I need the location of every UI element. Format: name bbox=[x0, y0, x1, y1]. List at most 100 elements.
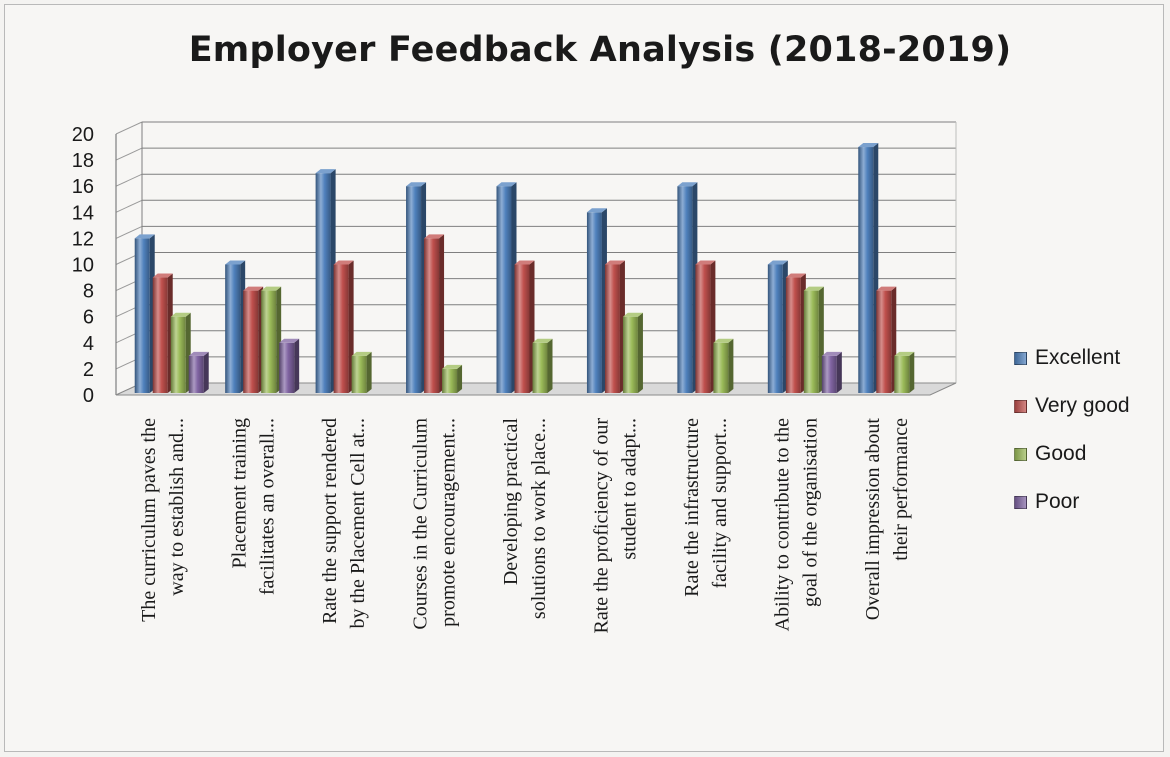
bar-very-good bbox=[604, 264, 620, 393]
x-category-label: Courses in the Curriculum promote encoura… bbox=[410, 418, 460, 630]
y-tick-label: 18 bbox=[72, 150, 94, 172]
x-category-label-line: goal of the organisation bbox=[799, 418, 821, 607]
bar-top bbox=[170, 312, 191, 317]
side-gridline bbox=[115, 121, 143, 135]
bar-side bbox=[728, 338, 734, 393]
bar-top bbox=[894, 351, 915, 356]
x-category-label-line: way to establish and... bbox=[166, 418, 188, 596]
legend-label: Poor bbox=[1035, 490, 1080, 513]
x-category-label-line: by the Placement Cell at... bbox=[347, 418, 369, 629]
legend-item: Good bbox=[1014, 430, 1130, 478]
bar-good bbox=[532, 342, 548, 393]
x-category-label: The curriculum paves the way to establish… bbox=[138, 418, 188, 622]
bar-top bbox=[876, 286, 897, 291]
y-tick-label: 8 bbox=[83, 281, 94, 303]
bar-top bbox=[188, 351, 209, 356]
bar-excellent bbox=[767, 264, 783, 393]
bar-top bbox=[622, 312, 643, 317]
y-tick-label: 14 bbox=[72, 202, 94, 224]
bar-top bbox=[803, 286, 824, 291]
bar-excellent bbox=[225, 264, 241, 393]
y-tick-label: 2 bbox=[83, 359, 94, 381]
x-category-label-line: Overall impression about bbox=[862, 418, 884, 621]
bar-side bbox=[836, 351, 842, 393]
side-gridline bbox=[115, 147, 143, 161]
bar-top bbox=[514, 260, 535, 265]
bar-good bbox=[351, 355, 367, 393]
legend-swatch bbox=[1014, 351, 1027, 365]
legend-label: Good bbox=[1035, 442, 1087, 465]
chart-title: Employer Feedback Analysis (2018-2019) bbox=[188, 30, 1012, 70]
x-category-label: Ability to contribute to the goal of the … bbox=[771, 418, 821, 631]
x-category-label: Rate the proficiency of our student to ad… bbox=[590, 418, 640, 634]
bar-side bbox=[909, 351, 915, 393]
bar-side bbox=[366, 351, 372, 393]
bar-poor bbox=[188, 355, 204, 393]
bar-top bbox=[351, 351, 372, 356]
y-tick-label: 20 bbox=[72, 124, 94, 146]
bar-side bbox=[457, 364, 463, 393]
legend-item: Excellent bbox=[1014, 334, 1130, 382]
bar-excellent bbox=[406, 186, 422, 393]
bar-excellent bbox=[586, 212, 602, 393]
x-category-label-line: Developing practical bbox=[500, 418, 522, 586]
bar-excellent bbox=[134, 238, 150, 393]
legend-label: Very good bbox=[1035, 394, 1130, 417]
x-category-label-line: promote encouragement... bbox=[438, 418, 460, 627]
bar-top bbox=[243, 286, 264, 291]
bar-good bbox=[894, 355, 910, 393]
x-category-label-line: The curriculum paves the bbox=[138, 418, 160, 622]
x-category-label: Developing practical solutions to work pl… bbox=[500, 418, 550, 620]
bar-top bbox=[496, 182, 517, 187]
bar-side bbox=[294, 338, 300, 393]
bar-very-good bbox=[333, 264, 349, 393]
x-category-label-line: Rate the support rendered bbox=[319, 418, 341, 624]
legend-label: Excellent bbox=[1035, 346, 1121, 369]
bar-top bbox=[134, 234, 155, 239]
x-category-label: Rate the infrastructure facility and supp… bbox=[681, 418, 731, 597]
bar-excellent bbox=[858, 147, 874, 393]
bar-top bbox=[586, 208, 607, 213]
x-category-label-line: Rate the infrastructure bbox=[681, 418, 703, 597]
bar-top bbox=[532, 338, 553, 343]
legend-swatch bbox=[1014, 495, 1027, 509]
bar-top bbox=[225, 260, 246, 265]
bar-good bbox=[442, 368, 458, 393]
bar-very-good bbox=[424, 238, 440, 393]
x-category-label-line: facility and support... bbox=[709, 418, 731, 589]
bar-top bbox=[821, 351, 842, 356]
bar-very-good bbox=[514, 264, 530, 393]
bar-good bbox=[622, 316, 638, 393]
side-gridline bbox=[115, 173, 143, 187]
y-tick-label: 12 bbox=[72, 228, 94, 250]
bar-top bbox=[604, 260, 625, 265]
legend-item: Very good bbox=[1014, 382, 1130, 430]
y-tick-label: 0 bbox=[83, 385, 94, 407]
x-category-label-line: Courses in the Curriculum bbox=[410, 418, 432, 630]
bar-top bbox=[785, 273, 806, 278]
bar-top bbox=[677, 182, 698, 187]
x-category-label: Overall impression about their performanc… bbox=[862, 418, 912, 621]
bar-good bbox=[713, 342, 729, 393]
x-category-label: Placement training facilitates an overall… bbox=[229, 418, 279, 595]
x-category-label: Rate the support rendered by the Placemen… bbox=[319, 418, 369, 629]
bar-top bbox=[279, 338, 300, 343]
bar-top bbox=[713, 338, 734, 343]
bar-poor bbox=[821, 355, 837, 393]
x-category-label-line: facilitates an overall... bbox=[257, 418, 279, 595]
bar-side bbox=[439, 234, 445, 393]
bar-top bbox=[152, 273, 173, 278]
x-category-label-line: student to adapt... bbox=[618, 418, 640, 560]
bar-excellent bbox=[315, 173, 331, 393]
bar-good bbox=[170, 316, 186, 393]
bar-top bbox=[767, 260, 788, 265]
y-tick-label: 4 bbox=[83, 333, 94, 355]
bar-very-good bbox=[243, 290, 259, 393]
bar-very-good bbox=[695, 264, 711, 393]
bar-top bbox=[406, 182, 427, 187]
bar-top bbox=[424, 234, 445, 239]
bar-very-good bbox=[152, 277, 168, 393]
bar-top bbox=[333, 260, 354, 265]
bar-top bbox=[858, 143, 879, 148]
x-category-label-line: Ability to contribute to the bbox=[771, 418, 793, 631]
